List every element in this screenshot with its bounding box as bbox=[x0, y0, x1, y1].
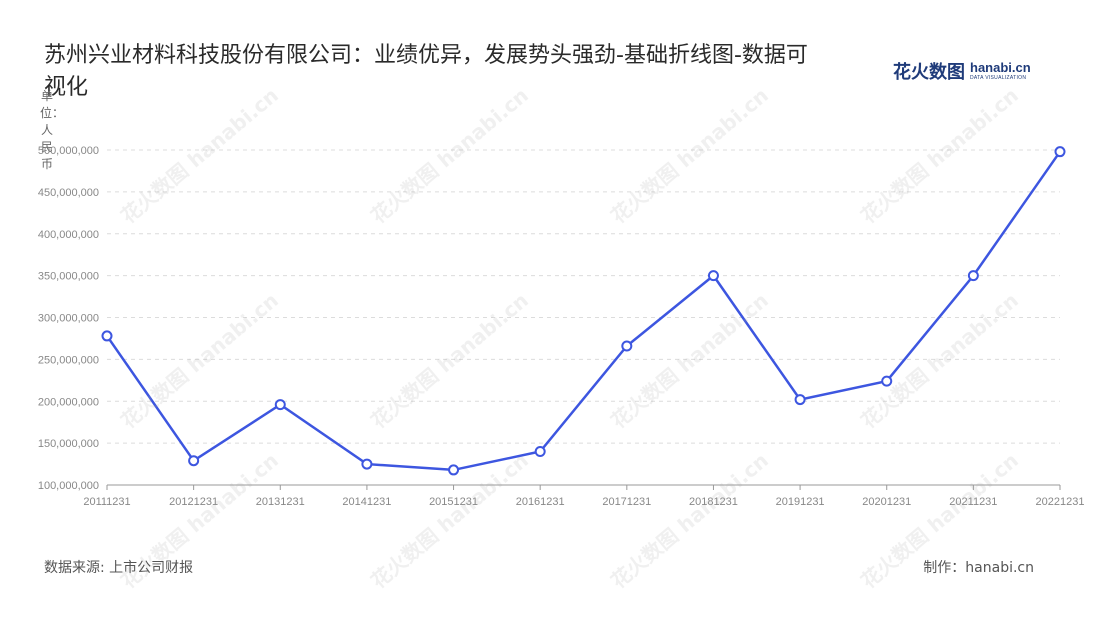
y-tick-label: 500,000,000 bbox=[38, 145, 99, 157]
data-point[interactable] bbox=[794, 394, 806, 406]
y-tick-label: 250,000,000 bbox=[38, 354, 99, 366]
brand-logo: 花火数图 hanabi.cn DATA VISUALIZATION bbox=[893, 58, 1031, 84]
data-point[interactable] bbox=[188, 455, 200, 467]
y-tick-label: 350,000,000 bbox=[38, 271, 99, 283]
data-point[interactable] bbox=[621, 340, 633, 352]
logo-en-sub: DATA VISUALIZATION bbox=[970, 75, 1027, 81]
data-point[interactable] bbox=[274, 399, 286, 411]
grid-lines bbox=[107, 149, 1060, 486]
x-axis-ticks: 20111231 20121231 20131231 20141231 20151231… bbox=[83, 485, 1084, 508]
data-point[interactable] bbox=[1054, 146, 1066, 158]
data-point[interactable] bbox=[534, 446, 546, 457]
data-source-note: 数据来源: 上市公司财报 bbox=[44, 560, 194, 576]
x-tick-label: 20171231 bbox=[602, 496, 651, 508]
credit-note: 制作：hanabi.cn bbox=[923, 560, 1034, 576]
data-point[interactable] bbox=[707, 270, 719, 282]
x-tick-label: 20151231 bbox=[429, 496, 478, 508]
x-tick-label: 20211231 bbox=[949, 496, 997, 508]
x-tick-label: 20131231 bbox=[256, 496, 305, 508]
y-tick-label: 300,000,000 bbox=[38, 313, 99, 325]
x-tick-label: 20191231 bbox=[776, 496, 825, 508]
y-axis-ticks: 100,000,000 150,000,000 200,000,000 250,000… bbox=[38, 145, 99, 492]
x-tick-label: 20221231 bbox=[1036, 496, 1085, 508]
data-point[interactable] bbox=[448, 464, 460, 476]
x-tick-label: 20201231 bbox=[862, 496, 911, 508]
y-tick-label: 200,000,000 bbox=[38, 396, 99, 408]
x-tick-label: 20141231 bbox=[342, 496, 391, 508]
y-tick-label: 450,000,000 bbox=[38, 187, 99, 199]
data-point[interactable] bbox=[881, 375, 893, 387]
data-point[interactable] bbox=[967, 270, 979, 282]
y-tick-label: 400,000,000 bbox=[38, 229, 99, 241]
x-tick-label: 20121231 bbox=[169, 496, 218, 508]
logo-en: hanabi.cn DATA VISUALIZATION bbox=[970, 61, 1031, 81]
data-points bbox=[101, 146, 1066, 476]
y-tick-label: 150,000,000 bbox=[38, 438, 99, 450]
x-tick-label: 20181231 bbox=[689, 496, 738, 508]
x-tick-label: 20111231 bbox=[83, 496, 130, 508]
logo-cn-text: 花火数图 bbox=[893, 62, 965, 83]
chart-title: 苏州兴业材料科技股份有限公司：业绩优异，发展势头强劲-基础折线图-数据可视化 bbox=[44, 43, 808, 100]
x-tick-label: 20161231 bbox=[516, 496, 565, 508]
data-point[interactable] bbox=[101, 330, 113, 342]
data-point[interactable] bbox=[361, 458, 373, 470]
y-tick-label: 100,000,000 bbox=[38, 480, 99, 492]
series-line bbox=[105, 150, 1062, 472]
logo-en-text: hanabi.cn bbox=[970, 60, 1031, 75]
